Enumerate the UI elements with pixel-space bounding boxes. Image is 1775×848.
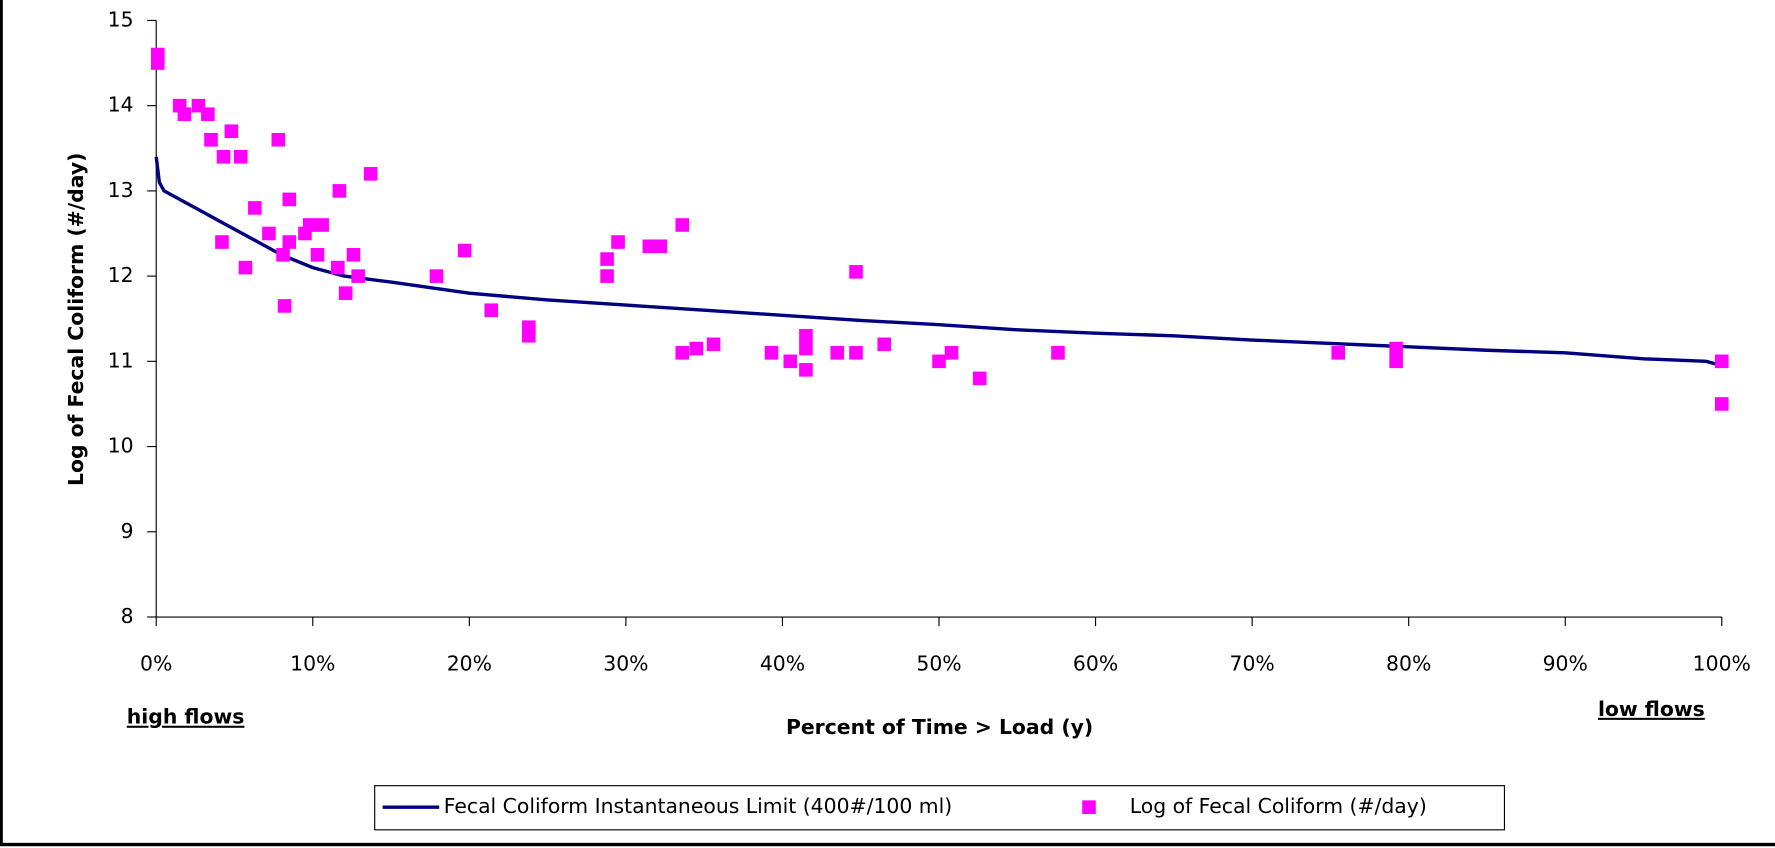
point	[675, 346, 690, 360]
point	[783, 354, 798, 369]
point	[276, 248, 290, 262]
legend-swatch	[1082, 800, 1096, 814]
point	[849, 346, 863, 360]
point	[310, 248, 325, 262]
line	[154, 156, 1723, 368]
point	[675, 218, 690, 232]
point	[224, 124, 239, 139]
point	[849, 265, 863, 279]
annotation: low flows	[1598, 697, 1705, 721]
point	[271, 132, 286, 147]
legend-label: Fecal Coliform Instantaneous Limit (400#…	[444, 794, 952, 818]
point	[611, 235, 625, 249]
point	[932, 354, 946, 369]
point	[282, 192, 297, 207]
point	[1715, 397, 1729, 411]
point	[233, 150, 248, 164]
point	[799, 341, 813, 356]
point	[944, 346, 959, 360]
point	[830, 346, 845, 360]
point	[522, 328, 536, 343]
point	[1715, 354, 1729, 369]
y-tick-label: 13	[108, 178, 134, 202]
legend-box	[374, 785, 1506, 831]
point	[1331, 346, 1346, 360]
point	[877, 337, 892, 352]
point	[277, 299, 292, 313]
point	[600, 269, 614, 283]
point	[302, 218, 317, 232]
x-tick-label: 0%	[140, 652, 172, 676]
y-tick-label: 15	[108, 7, 134, 31]
point	[706, 337, 721, 352]
point	[363, 167, 378, 181]
y-tick-label: 10	[108, 434, 134, 458]
point	[642, 239, 657, 254]
point	[689, 341, 704, 356]
point	[653, 239, 668, 254]
point	[262, 226, 276, 241]
point	[799, 363, 813, 377]
point	[972, 371, 987, 386]
x-tick-label: 50%	[916, 652, 961, 676]
x-tick-label: 60%	[1073, 652, 1118, 676]
point	[282, 235, 297, 249]
point	[177, 107, 192, 121]
point	[799, 328, 813, 343]
y-tick-label: 14	[108, 93, 134, 117]
point	[150, 56, 165, 70]
point	[216, 150, 231, 164]
x-tick-label: 10%	[290, 652, 335, 676]
x-tick-label: 30%	[603, 652, 648, 676]
y-axis-label: Log of Fecal Coliform (#/day)	[64, 153, 88, 486]
point	[764, 346, 779, 360]
point	[457, 243, 472, 258]
x-tick-label: 70%	[1229, 652, 1274, 676]
point	[248, 201, 262, 215]
point	[331, 260, 345, 275]
point	[204, 132, 218, 147]
point	[238, 260, 253, 275]
x-tick-label: 100%	[1693, 652, 1751, 676]
x-axis-label: Percent of Time > Load (y)	[786, 715, 1093, 739]
y-tick-label: 9	[121, 519, 134, 543]
y-tick-label: 11	[108, 348, 134, 372]
point	[429, 269, 444, 283]
x-tick-label: 20%	[447, 652, 492, 676]
point	[1051, 346, 1065, 360]
point	[215, 235, 229, 249]
point	[351, 269, 365, 283]
x-tick-label: 80%	[1386, 652, 1431, 676]
point	[346, 248, 361, 262]
point	[332, 184, 347, 198]
point	[600, 252, 614, 266]
point	[1389, 341, 1403, 356]
x-tick-label: 40%	[760, 652, 805, 676]
point	[338, 286, 353, 300]
point	[1389, 354, 1403, 369]
y-tick-label: 12	[108, 263, 134, 287]
legend-label: Log of Fecal Coliform (#/day)	[1130, 794, 1427, 818]
point	[201, 107, 215, 121]
point	[315, 218, 329, 232]
point	[484, 303, 499, 317]
annotation: high flows	[127, 705, 245, 729]
x-tick-label: 90%	[1543, 652, 1588, 676]
y-tick-label: 8	[121, 604, 134, 628]
